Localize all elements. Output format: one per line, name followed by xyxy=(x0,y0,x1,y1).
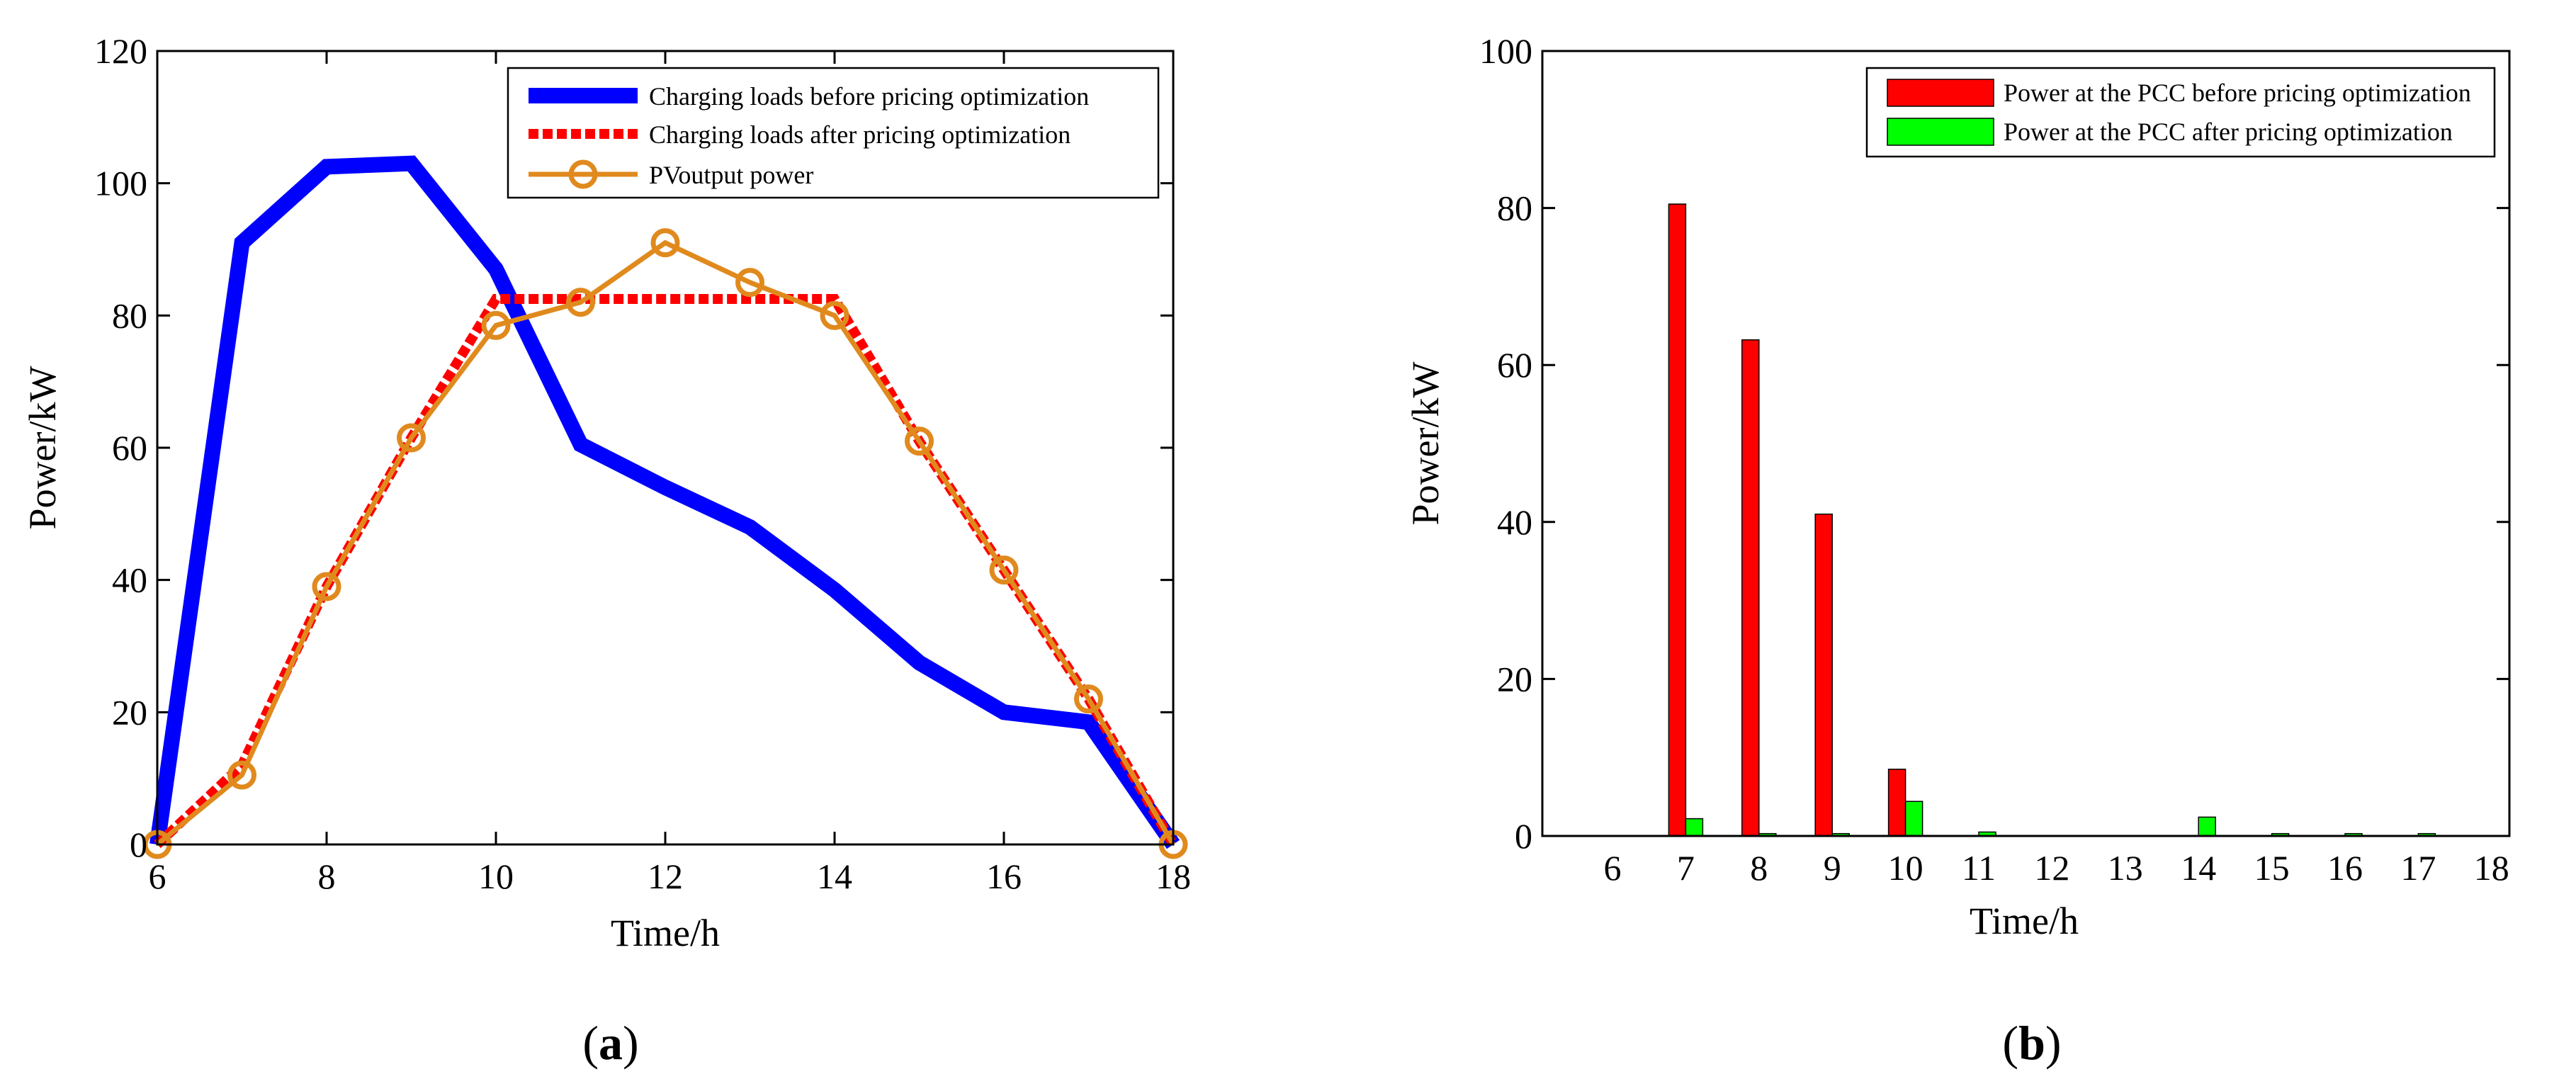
chart-b-tick-labels: 6 7 8 9 10 11 12 13 14 15 16 17 18 0 20 40 60 80 100 xyxy=(1479,31,2509,888)
y-tick-label: 80 xyxy=(112,295,147,335)
pv-data-point xyxy=(989,555,1019,585)
x-tick-label: 8 xyxy=(1750,848,1768,888)
x-tick-label: 18 xyxy=(2474,848,2509,888)
y-tick-label: 40 xyxy=(112,560,147,600)
bar-pcc-before xyxy=(1887,769,1906,837)
y-tick-label: 20 xyxy=(1497,659,1532,699)
bar-pcc-before xyxy=(1741,339,1760,837)
chart-b-plot-frame xyxy=(1541,50,2511,837)
pv-data-point xyxy=(735,268,764,298)
chart-a-tick-labels: 6 8 10 12 14 16 18 0 20 40 60 80 100 120 xyxy=(94,31,1191,896)
pv-data-point xyxy=(820,300,849,330)
y-tick-label: 20 xyxy=(112,692,147,732)
y-tick-label: 0 xyxy=(130,825,147,864)
panel-label-b: (b) xyxy=(2002,1016,2061,1070)
chart-b-legend-label: Power at the PCC after pricing optimizat… xyxy=(2004,118,2453,146)
pv-data-point xyxy=(650,228,680,258)
chart-a-legend-label: Charging loads before pricing optimizati… xyxy=(649,82,1089,111)
x-tick-label: 12 xyxy=(2034,848,2069,888)
y-tick-label: 80 xyxy=(1497,188,1532,228)
x-tick-label: 6 xyxy=(1604,848,1622,888)
y-tick-label: 0 xyxy=(1515,816,1532,856)
series-line-before xyxy=(149,155,1180,849)
chart-a: 6 8 10 12 14 16 18 0 20 40 60 80 100 120 Time/h Power… xyxy=(21,31,1191,1070)
chart-a-legend: Charging loads before pricing optimizati… xyxy=(507,67,1160,199)
chart-b-legend: Power at the PCC before pricing optimiza… xyxy=(1865,67,2496,158)
pv-data-point xyxy=(905,426,934,456)
x-tick-label: 8 xyxy=(318,857,336,896)
chart-b-bars xyxy=(1668,203,2436,837)
chart-a-xlabel: Time/h xyxy=(611,912,720,954)
y-tick-label: 40 xyxy=(1497,502,1532,542)
chart-a-ylabel: Power/kW xyxy=(21,366,64,529)
chart-a-series xyxy=(142,155,1188,859)
x-tick-label: 10 xyxy=(478,857,514,896)
y-tick-label: 60 xyxy=(112,428,147,468)
x-tick-label: 11 xyxy=(1962,848,1996,888)
pv-data-point xyxy=(481,310,511,340)
x-tick-label: 9 xyxy=(1824,848,1841,888)
pv-data-point xyxy=(227,760,256,790)
chart-b: 6 7 8 9 10 11 12 13 14 15 16 17 18 0 20 40 60 80 100 Time/… xyxy=(1404,31,2511,1070)
legend-swatch-pcc-after xyxy=(1887,118,1994,146)
y-tick-label: 120 xyxy=(94,31,147,71)
y-tick-label: 100 xyxy=(94,164,147,203)
pv-data-point xyxy=(397,423,426,453)
x-tick-label: 14 xyxy=(817,857,852,896)
series-line-pv xyxy=(155,239,1176,847)
chart-b-xlabel: Time/h xyxy=(1970,900,2079,942)
panel-label-a: (a) xyxy=(582,1016,638,1070)
x-tick-label: 7 xyxy=(1677,848,1695,888)
x-tick-label: 16 xyxy=(986,857,1022,896)
bar-pcc-after xyxy=(2198,816,2216,837)
chart-a-legend-label: Charging loads after pricing optimizatio… xyxy=(649,120,1070,149)
bar-pcc-before xyxy=(1668,203,1687,837)
bar-pcc-before xyxy=(1814,513,1833,837)
pv-data-point xyxy=(312,572,341,601)
bar-pcc-after xyxy=(1904,801,1923,837)
pv-data-point xyxy=(1074,684,1103,714)
x-tick-label: 15 xyxy=(2254,848,2290,888)
pv-data-point xyxy=(566,288,595,317)
y-tick-label: 100 xyxy=(1479,31,1532,71)
chart-b-legend-label: Power at the PCC before pricing optimiza… xyxy=(2004,79,2471,107)
legend-swatch-pv-marker xyxy=(568,159,598,189)
x-tick-label: 18 xyxy=(1156,857,1191,896)
x-tick-label: 12 xyxy=(648,857,683,896)
bar-pcc-after xyxy=(1685,818,1704,837)
legend-swatch-pcc-before xyxy=(1887,79,1994,107)
x-tick-label: 14 xyxy=(2181,848,2216,888)
x-tick-label: 10 xyxy=(1888,848,1923,888)
x-tick-label: 13 xyxy=(2108,848,2143,888)
chart-b-ylabel: Power/kW xyxy=(1404,361,1447,525)
chart-a-plot-frame xyxy=(156,50,1175,846)
x-tick-label: 17 xyxy=(2400,848,2436,888)
x-tick-label: 16 xyxy=(2327,848,2363,888)
chart-a-legend-label: PVoutput power xyxy=(649,161,813,189)
y-tick-label: 60 xyxy=(1497,345,1532,385)
x-tick-label: 6 xyxy=(149,857,166,896)
